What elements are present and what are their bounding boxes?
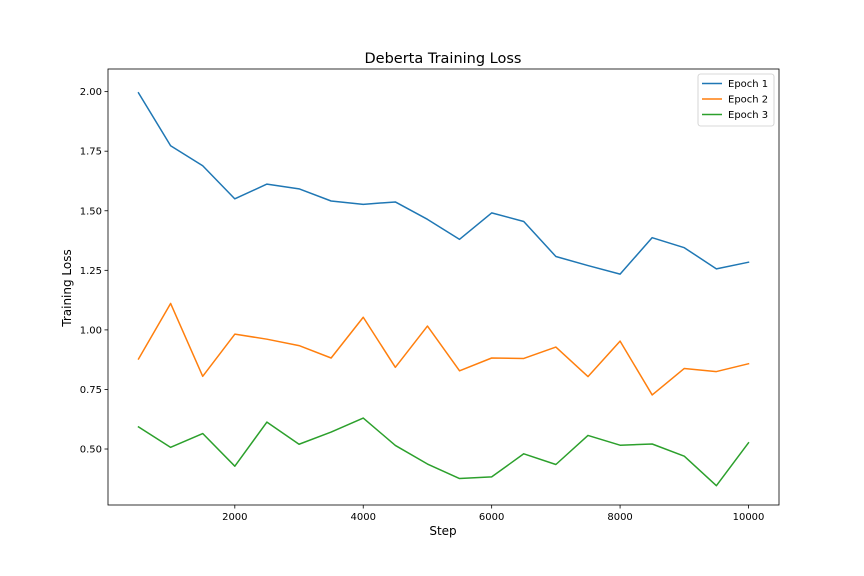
y-tick-label: 1.75 (80, 147, 102, 158)
x-tick-label: 8000 (607, 512, 632, 523)
x-axis: 2000 4000 6000 8000 10000 (222, 505, 764, 523)
x-tick-label: 10000 (733, 512, 765, 523)
legend-label-epoch-3: Epoch 3 (728, 110, 768, 121)
y-tick-label: 1.50 (80, 206, 102, 217)
x-axis-title: Step (429, 524, 456, 538)
y-axis-title: Training Loss (60, 249, 74, 327)
x-tick-label: 2000 (222, 512, 247, 523)
plot-area (107, 68, 780, 506)
legend-label-epoch-1: Epoch 1 (728, 79, 768, 90)
legend-label-epoch-2: Epoch 2 (728, 95, 768, 106)
x-tick-label: 6000 (479, 512, 504, 523)
plot-frame (107, 68, 780, 506)
legend: Epoch 1 Epoch 2 Epoch 3 (697, 73, 775, 127)
series-layer (137, 91, 750, 487)
y-tick-label: 0.50 (80, 445, 102, 456)
y-axis: 0.50 0.75 1.00 1.25 1.50 1.75 2.00 (80, 87, 108, 456)
series-line-epoch-3 (137, 417, 750, 487)
chart-title: Deberta Training Loss (365, 51, 522, 67)
series-line-epoch-1 (137, 91, 750, 275)
y-tick-label: 2.00 (80, 87, 102, 98)
y-tick-label: 0.75 (80, 385, 102, 396)
legend-box (697, 73, 775, 127)
series-line-epoch-2 (137, 302, 750, 396)
y-tick-label: 1.00 (80, 325, 102, 336)
x-tick-label: 4000 (351, 512, 376, 523)
y-tick-label: 1.25 (80, 266, 102, 277)
